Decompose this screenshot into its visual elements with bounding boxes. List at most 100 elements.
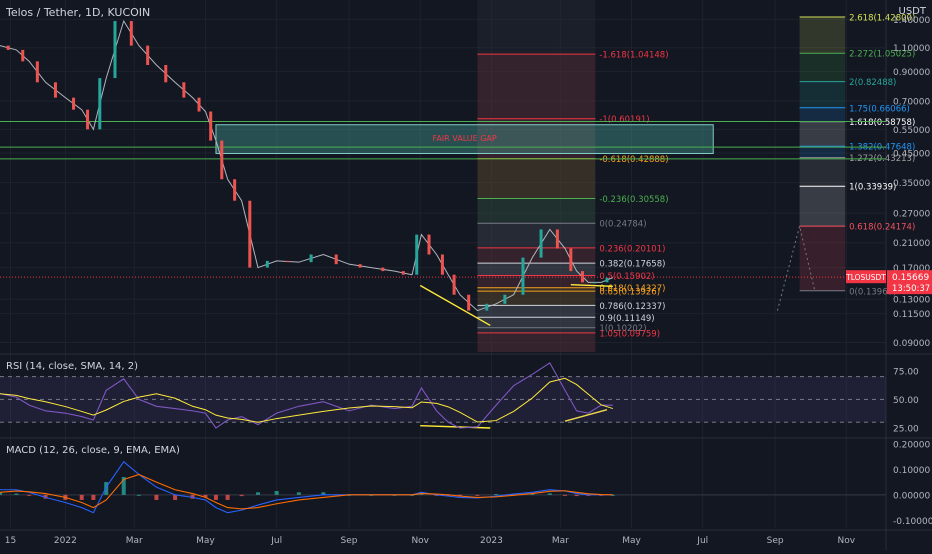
fib-left-zone (477, 291, 596, 306)
time-tick-label: Mar (126, 536, 143, 546)
fib-left-level-label: 0.236(0.20101) (599, 244, 665, 254)
price-candle (113, 21, 117, 79)
axes: 1.40000 1.10000 0.90000 0.70000 0.55000 0.450… (5, 16, 932, 546)
price-tick-label: 0.70000 (893, 97, 930, 107)
price-candle (503, 294, 507, 304)
macd-histogram-bar (154, 494, 159, 500)
fib-left-zone (477, 158, 596, 199)
last-price-value: 0.15669 (892, 273, 929, 283)
macd-histogram-bar (190, 494, 195, 499)
macd-histogram-bar (136, 494, 141, 496)
fair-value-gap-label: FAIR VALUE GAP (432, 134, 496, 143)
time-tick-label: 15 (5, 536, 16, 546)
price-candle (381, 267, 385, 272)
fib-left-zone (477, 327, 596, 333)
price-tick-label: 0.17000 (893, 264, 930, 274)
fib-left-level-label: 0.618(0.14327) (599, 284, 665, 294)
price-candle (146, 45, 150, 65)
fib-left-zone (477, 332, 596, 352)
price-candle (521, 257, 525, 295)
fib-left-backdrop (477, 0, 596, 352)
fib-right-zone (799, 146, 846, 158)
fib-right-zone (799, 53, 846, 82)
fib-left-zone (477, 305, 596, 318)
macd-histogram-bar (494, 494, 499, 496)
price-candle (248, 200, 252, 268)
price-tick-label: 0.09000 (893, 339, 930, 349)
price-candle (286, 260, 290, 263)
macd-histogram-bar (274, 491, 279, 495)
fib-right-level-label: 0(0.13960) (849, 287, 896, 297)
fib-right-level-label: 1.75(0.66066) (849, 104, 910, 114)
fib-left-zone (477, 317, 596, 328)
macd-histogram-bar (321, 492, 326, 495)
fib-right-level-label: 1.382(0.47648) (849, 143, 915, 153)
fib-right-level-label: 2.618(1.42800) (849, 14, 915, 24)
fib-left-zone (477, 54, 596, 119)
horizontal-levels[interactable] (0, 120, 886, 160)
macd-histogram-bar (255, 492, 260, 495)
fib-left-zone (477, 287, 596, 292)
rsi-tick-label: 75.00 (893, 367, 919, 377)
last-price-value-box (887, 270, 932, 295)
price-candle (605, 277, 609, 283)
price-candle (467, 294, 471, 311)
price-candle (358, 264, 362, 268)
price-candle (53, 82, 57, 98)
macd-title[interactable]: MACD (12, 26, close, 9, EMA, EMA) (6, 445, 180, 456)
macd-histogram-bar (419, 493, 424, 495)
last-price-symbol-box (846, 270, 886, 284)
macd-histogram-bar (27, 494, 32, 496)
price-candle (440, 254, 444, 275)
fib-left-level-label: 0.5(0.15902) (599, 272, 654, 282)
price-candle (220, 140, 224, 180)
price-candle (569, 248, 573, 272)
price-tick-label: 0.13000 (893, 296, 930, 306)
macd-tick-label: -0.10000 (893, 517, 932, 527)
fib-retracement-left[interactable]: -1.618(1.04148) -1(0.60191) -0.618(0.42888… (477, 0, 669, 352)
time-tick-label: Jul (696, 536, 708, 546)
trendline (420, 425, 491, 429)
macd-pane (0, 460, 886, 514)
price-tick-label: 0.90000 (893, 68, 930, 78)
fib-right-level-label: 2(0.82488) (849, 78, 896, 88)
price-tick-label: 0.21000 (893, 239, 930, 249)
fib-left-level-label: 0.65(0.13926) (599, 288, 660, 298)
price-candle (452, 274, 456, 295)
macd-histogram-bar (457, 494, 462, 497)
fib-right-zone (799, 81, 846, 108)
fib-right-level-label: 1.618(0.58758) (849, 118, 915, 128)
time-tick-label: Nov (838, 536, 856, 546)
time-tick-label: May (622, 536, 641, 546)
price-tick-label: 0.27000 (893, 210, 930, 220)
price-candle (35, 61, 39, 83)
fib-left-level-label: 0.786(0.12337) (599, 302, 665, 312)
price-tick-label: 1.10000 (893, 44, 930, 54)
pair-title[interactable]: Telos / Tether, 1D, KUCOIN (6, 6, 151, 19)
price-candle (309, 254, 313, 263)
fib-left-level-label: -1.618(1.04148) (599, 51, 668, 61)
macd-histogram-bar (296, 492, 301, 495)
macd-histogram-bar (475, 494, 480, 496)
price-candle (334, 254, 338, 265)
fib-projection-path (776, 226, 816, 311)
currency-label[interactable]: USDT (898, 6, 926, 17)
macd-histogram-bar (79, 494, 84, 500)
fib-right-zone (799, 226, 846, 291)
fib-left-zone (477, 118, 596, 159)
fib-left-level-label: 0.382(0.17658) (599, 260, 665, 270)
rsi-tick-label: 50.00 (893, 396, 919, 406)
rsi-title[interactable]: RSI (14, close, SMA, 14, 2) (6, 361, 139, 372)
price-candle (197, 97, 201, 112)
fib-left-level-label: 1.05(0.09759) (599, 329, 660, 339)
fair-value-gap[interactable]: FAIR VALUE GAP (215, 124, 714, 154)
price-candle (233, 179, 237, 201)
fib-left-level-label: 0(0.24784) (599, 220, 646, 230)
trendline (564, 409, 608, 422)
macd-histogram-bar (547, 493, 552, 495)
trendlines[interactable] (419, 284, 613, 429)
fib-right-zone (799, 186, 846, 227)
